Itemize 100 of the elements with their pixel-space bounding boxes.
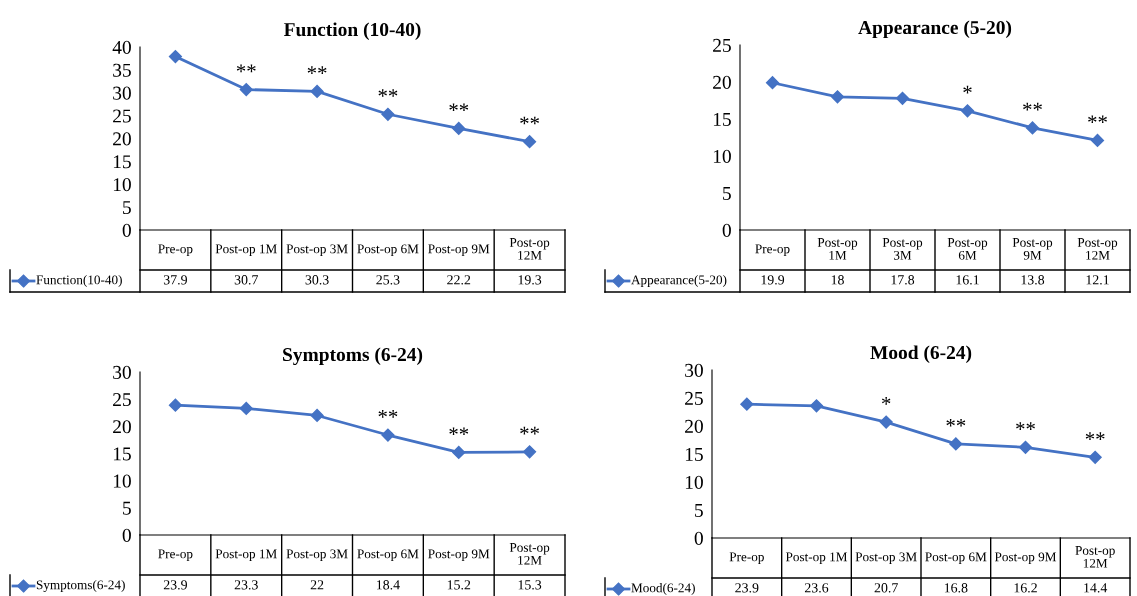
- chart-title: Function (10-40): [283, 22, 421, 41]
- legend-label: Function(10-40): [36, 275, 122, 287]
- point: [239, 401, 253, 415]
- y-tick-label: 20: [113, 420, 131, 434]
- annotation: *: [881, 397, 891, 405]
- y-tick-label: 0: [722, 223, 731, 237]
- point: [740, 397, 754, 411]
- point: [452, 121, 466, 136]
- y-tick-label: 30: [685, 363, 703, 377]
- annotation: **: [1088, 115, 1107, 124]
- data-label: 22: [310, 580, 324, 590]
- x-tick-label: Post-op 12M: [509, 238, 550, 260]
- legend-label: Appearance(5-20): [631, 275, 727, 287]
- chart-title: Mood (6-24): [870, 345, 972, 364]
- y-tick-label: 25: [713, 38, 731, 52]
- data-label: 16.1: [956, 275, 979, 285]
- legend-label: Symptoms(6-24): [36, 580, 125, 592]
- y-tick-label: 10: [713, 149, 731, 163]
- annotation: **: [236, 64, 256, 73]
- x-tick-label: Post-op 1M: [215, 549, 277, 561]
- annotation: **: [1085, 432, 1105, 440]
- annotation: **: [378, 410, 398, 418]
- data-label: 16.8: [944, 583, 968, 593]
- point: [1088, 450, 1102, 464]
- y-tick-label: 30: [113, 86, 131, 100]
- x-tick-label: Post-op 9M: [994, 552, 1057, 564]
- annotation: **: [1023, 102, 1042, 111]
- y-tick-label: 30: [113, 365, 131, 379]
- point: [895, 91, 910, 105]
- y-tick-label: 20: [713, 75, 731, 89]
- point: [522, 135, 537, 149]
- y-tick-label: 15: [685, 447, 703, 461]
- annotation: **: [449, 427, 469, 436]
- point: [239, 82, 253, 97]
- point: [381, 107, 395, 121]
- data-label: 37.9: [163, 275, 187, 285]
- x-tick-label: Pre-op: [158, 244, 193, 256]
- y-tick-label: 10: [113, 178, 131, 192]
- y-tick-label: 10: [113, 474, 131, 488]
- y-tick-label: 25: [113, 109, 131, 123]
- annotation: **: [520, 116, 539, 125]
- x-tick-label: Post-op 6M: [947, 238, 988, 260]
- data-label: 30.3: [305, 275, 329, 285]
- data-label: 15.2: [447, 580, 471, 590]
- y-tick-label: 20: [113, 132, 131, 146]
- y-tick-label: 5: [123, 501, 131, 515]
- data-label: 12.1: [1086, 275, 1109, 285]
- y-tick-label: 10: [685, 475, 703, 489]
- point: [168, 50, 183, 64]
- y-tick-label: 25: [685, 391, 703, 405]
- x-tick-label: Post-op 12M: [509, 543, 550, 565]
- annotation: *: [963, 85, 972, 94]
- point: [381, 428, 395, 442]
- data-label: 19.9: [761, 275, 785, 285]
- data-label: 14.4: [1084, 583, 1108, 593]
- data-label: 23.3: [234, 580, 258, 590]
- data-label: 25.3: [376, 275, 400, 285]
- legend-label: Mood(6-24): [631, 583, 695, 595]
- x-tick-label: Post-op 6M: [357, 549, 419, 561]
- point: [168, 398, 183, 412]
- point: [879, 415, 893, 429]
- y-tick-label: 5: [723, 187, 731, 200]
- point: [949, 437, 963, 451]
- annotation: **: [307, 66, 327, 74]
- x-tick-label: Post-op 3M: [855, 552, 917, 564]
- y-tick-label: 20: [685, 419, 703, 433]
- y-tick-label: 5: [123, 201, 131, 215]
- data-label: 19.3: [518, 275, 542, 285]
- y-tick-label: 35: [113, 63, 131, 77]
- data-label: 20.7: [874, 583, 898, 593]
- annotation: **: [520, 426, 539, 435]
- y-tick-label: 0: [122, 528, 131, 542]
- annotation: **: [449, 103, 469, 112]
- y-tick-label: 15: [113, 447, 131, 461]
- x-tick-label: Post-op 3M: [286, 549, 348, 561]
- x-tick-label: Post-op 12M: [1077, 238, 1118, 260]
- data-label: 18.4: [376, 580, 400, 590]
- x-tick-label: Pre-op: [158, 549, 193, 561]
- point: [310, 84, 324, 98]
- chart-title: Symptoms (6-24): [283, 347, 423, 366]
- data-label: 16.2: [1014, 583, 1037, 593]
- data-label: 23.9: [163, 580, 187, 590]
- point: [310, 408, 324, 423]
- x-tick-label: Post-op 6M: [357, 244, 419, 256]
- data-label: 18: [831, 275, 844, 285]
- point: [1025, 121, 1040, 135]
- point: [809, 399, 824, 413]
- y-tick-label: 0: [122, 223, 131, 237]
- y-tick-label: 5: [695, 504, 703, 517]
- data-label: 13.8: [1021, 275, 1045, 285]
- x-tick-label: Post-op 1M: [215, 244, 277, 256]
- data-label: 30.7: [234, 275, 258, 285]
- x-tick-label: Pre-op: [729, 552, 764, 564]
- x-tick-label: Post-op 6M: [925, 552, 987, 564]
- y-tick-label: 15: [713, 112, 731, 126]
- point: [765, 76, 780, 90]
- y-tick-label: 0: [694, 531, 703, 545]
- y-tick-label: 25: [113, 393, 131, 407]
- point: [1018, 440, 1033, 454]
- data-label: 15.3: [518, 580, 542, 590]
